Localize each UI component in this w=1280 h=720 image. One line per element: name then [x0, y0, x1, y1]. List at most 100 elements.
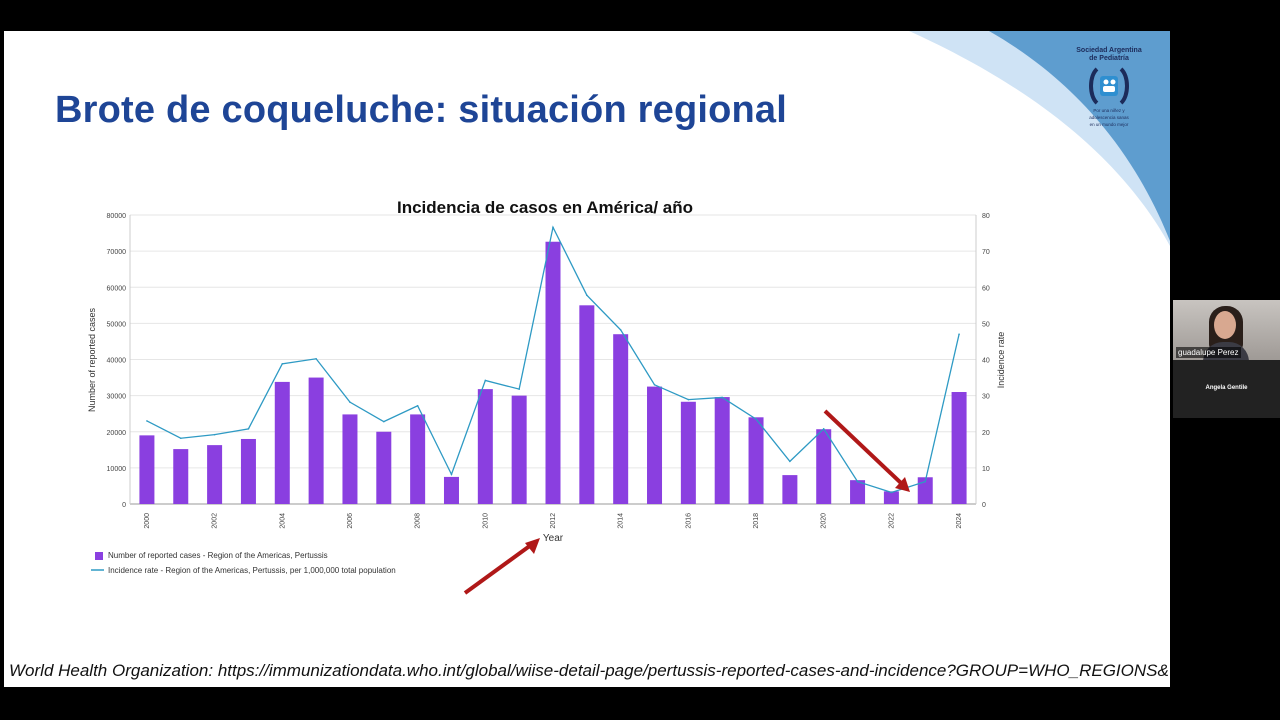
incidence-point-2016: [687, 398, 690, 401]
bar-2010: [477, 389, 493, 504]
y-tick-label: 30000: [107, 394, 127, 401]
x-tick-label: 2020: [821, 513, 828, 529]
bar-2006: [342, 414, 358, 504]
x-tick-label: 2016: [685, 513, 692, 529]
sap-logo: Sociedad Argentina de Pediatría Por una …: [1069, 47, 1149, 127]
x-tick-label: 2004: [279, 513, 286, 529]
incidence-point-2008: [416, 404, 419, 407]
source-citation: World Health Organization: https://immun…: [9, 661, 1170, 680]
bar-2021: [850, 480, 866, 504]
incidence-point-2005: [315, 357, 317, 360]
bar-2007: [376, 431, 392, 504]
participant-video[interactable]: guadalupe Perez: [1173, 300, 1280, 360]
incidence-point-2021: [856, 480, 859, 483]
bar-2000: [139, 435, 155, 504]
x-tick-label: 2024: [956, 513, 963, 529]
bar-2005: [308, 377, 324, 504]
x-tick-label: 2012: [550, 513, 557, 529]
incidence-point-2019: [789, 460, 791, 463]
legend-line-label: Incidence rate - Region of the Americas,…: [108, 566, 396, 575]
y2-tick-label: 80: [982, 213, 990, 220]
incidence-point-2011: [518, 388, 520, 390]
legend-bar-label: Number of reported cases - Region of the…: [108, 551, 328, 560]
chart-title: Incidencia de casos en América/ año: [397, 198, 693, 217]
y2-tick-label: 70: [982, 249, 990, 256]
incidence-point-2014: [619, 329, 622, 331]
logo-emblem-icon: [1089, 67, 1129, 105]
y-tick-label: 10000: [107, 466, 127, 473]
bar-2001: [173, 449, 189, 504]
bar-2017: [714, 397, 730, 504]
x-tick-label: 2006: [347, 513, 354, 529]
x-tick-label: 2010: [482, 513, 489, 529]
y-tick-label: 20000: [107, 430, 127, 437]
legend-bar-swatch: [95, 552, 103, 560]
bar-2023: [917, 477, 933, 504]
x-axis-label: Year: [543, 533, 564, 544]
logo-org-line1: Sociedad Argentina: [1076, 47, 1142, 54]
slide: Brote de coqueluche: situación regional …: [4, 31, 1170, 687]
bar-2011: [511, 395, 527, 504]
logo-org-line2: de Pediatría: [1089, 55, 1129, 62]
y2-tick-label: 20: [982, 430, 990, 437]
bar-2019: [782, 475, 798, 504]
incidence-point-2023: [924, 480, 927, 483]
bar-2008: [410, 414, 426, 504]
incidence-point-2009: [450, 473, 453, 476]
logo-tagline1: Por una niñez y: [1093, 108, 1125, 113]
incidence-point-2002: [213, 433, 216, 436]
incidence-point-2006: [349, 401, 351, 403]
bar-2003: [240, 438, 256, 504]
bar-2020: [816, 429, 832, 504]
bar-2024: [951, 392, 967, 504]
y2-tick-label: 50: [982, 321, 990, 328]
bar-2013: [579, 305, 595, 504]
bar-2009: [443, 476, 459, 504]
incidence-point-2018: [755, 418, 757, 420]
incidence-point-2020: [822, 428, 825, 430]
bar-2015: [647, 386, 663, 504]
incidence-point-2013: [586, 294, 588, 296]
bar-2016: [680, 401, 696, 504]
incidence-point-2010: [484, 379, 487, 382]
y2-tick-label: 0: [982, 502, 986, 509]
incidence-point-2012: [552, 226, 554, 229]
y2-tick-label: 60: [982, 285, 990, 292]
y-tick-label: 50000: [107, 321, 127, 328]
bar-2022: [883, 491, 899, 504]
bar-2002: [207, 445, 223, 504]
y-tick-label: 70000: [107, 249, 127, 256]
incidence-point-2015: [653, 383, 656, 386]
y2-axis-label: Incidence rate: [996, 332, 1006, 389]
bar-2012: [545, 241, 561, 505]
incidence-point-2024: [958, 333, 960, 336]
x-tick-label: 2002: [212, 513, 219, 529]
y-axis-label: Number of reported cases: [87, 307, 97, 412]
y-tick-label: 0: [122, 502, 126, 509]
incidence-point-2003: [247, 428, 250, 430]
incidence-point-2017: [721, 396, 723, 399]
y2-tick-label: 40: [982, 358, 990, 365]
incidence-point-2001: [179, 437, 182, 440]
y-tick-label: 80000: [107, 213, 127, 220]
arrow-2022: [823, 409, 910, 492]
incidence-point-2000: [146, 420, 148, 422]
logo-tagline3: en un mundo mejor: [1089, 122, 1129, 127]
incidence-point-2007: [383, 420, 385, 423]
participant-name: guadalupe Perez: [1176, 347, 1241, 358]
x-tick-label: 2000: [144, 513, 151, 529]
x-tick-label: 2008: [415, 513, 422, 529]
y-tick-label: 60000: [107, 285, 127, 292]
video-participant-panel[interactable]: guadalupe Perez Angela Gentile: [1173, 300, 1280, 418]
bar-2004: [274, 381, 290, 504]
y2-tick-label: 10: [982, 466, 990, 473]
bar-2014: [613, 334, 629, 504]
incidence-point-2004: [281, 363, 284, 365]
x-tick-label: 2022: [888, 513, 895, 529]
x-tick-label: 2014: [618, 513, 625, 529]
y2-tick-label: 30: [982, 394, 990, 401]
host-name: Angela Gentile: [1205, 385, 1248, 391]
logo-tagline2: adolescencia sanas: [1089, 115, 1129, 120]
slide-title: Brote de coqueluche: situación regional: [55, 89, 788, 131]
x-tick-label: 2018: [753, 513, 760, 529]
